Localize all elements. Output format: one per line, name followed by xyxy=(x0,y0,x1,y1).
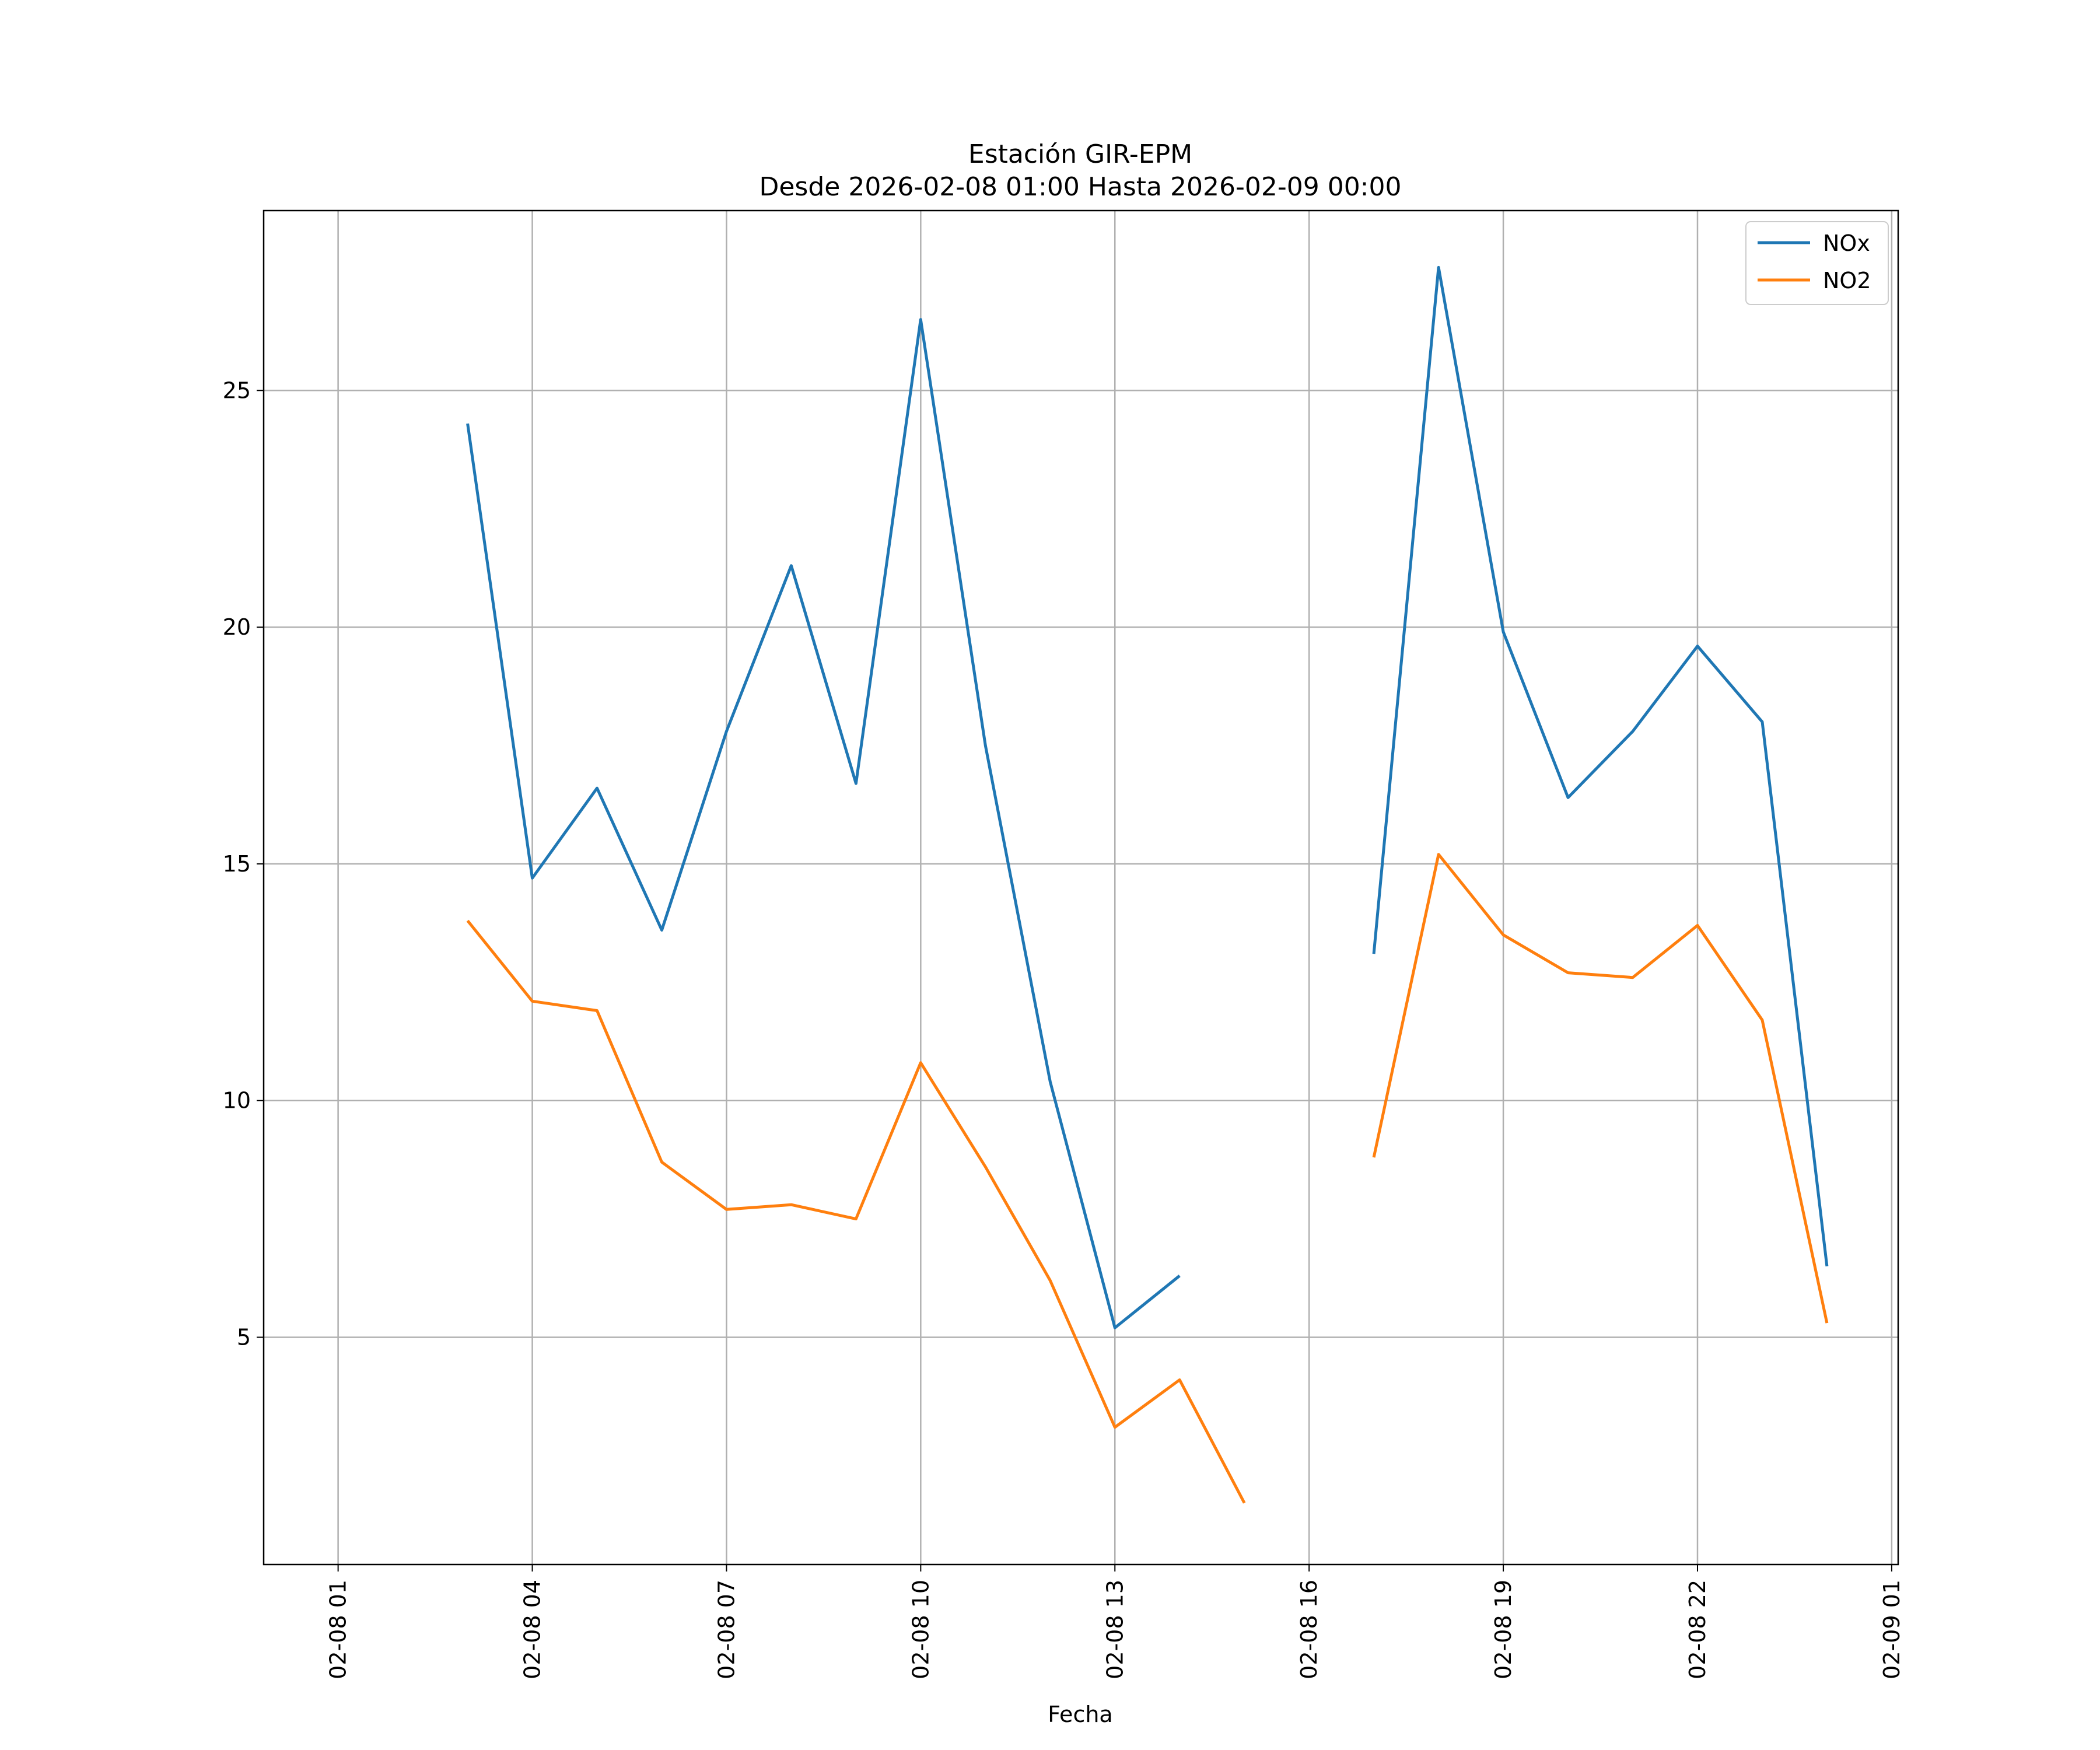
y-tick-label: 15 xyxy=(223,851,251,877)
x-tick-label: 02-08 04 xyxy=(520,1580,545,1679)
x-tick-label: 02-08 01 xyxy=(326,1580,351,1679)
legend-label-no2: NO2 xyxy=(1823,268,1871,293)
chart-subtitle: Desde 2026-02-08 01:00 Hasta 2026-02-09 … xyxy=(759,172,1401,202)
series-line-no2 xyxy=(466,853,1829,1504)
legend-label-nox: NOx xyxy=(1823,230,1870,256)
series-lines xyxy=(466,265,1829,1504)
x-tick-label: 02-08 13 xyxy=(1102,1580,1128,1679)
plot-frame xyxy=(262,209,1899,1566)
y-axis-ticks: 5 10 15 20 25 xyxy=(223,377,264,1350)
x-tick-label: 02-08 22 xyxy=(1685,1580,1710,1679)
grid-lines xyxy=(264,211,1898,1564)
x-tick-label: 02-09 01 xyxy=(1879,1580,1905,1679)
x-tick-label: 02-08 16 xyxy=(1296,1580,1322,1679)
x-axis-ticks: 02-08 01 02-08 04 02-08 07 02-08 10 02-08 13… xyxy=(326,1564,1905,1679)
chart-title: Estación GIR-EPM xyxy=(968,139,1192,169)
x-axis-label: Fecha xyxy=(1048,1702,1112,1727)
x-tick-label: 02-08 07 xyxy=(713,1580,739,1679)
y-tick-label: 10 xyxy=(223,1088,251,1114)
series-line-nox xyxy=(466,265,1829,1329)
x-tick-label: 02-08 10 xyxy=(908,1580,933,1679)
legend: NOx NO2 xyxy=(1745,221,1889,305)
x-tick-label: 02-08 19 xyxy=(1490,1580,1516,1679)
y-tick-label: 25 xyxy=(223,377,251,403)
y-tick-label: 20 xyxy=(223,614,251,640)
y-tick-label: 5 xyxy=(237,1324,251,1350)
